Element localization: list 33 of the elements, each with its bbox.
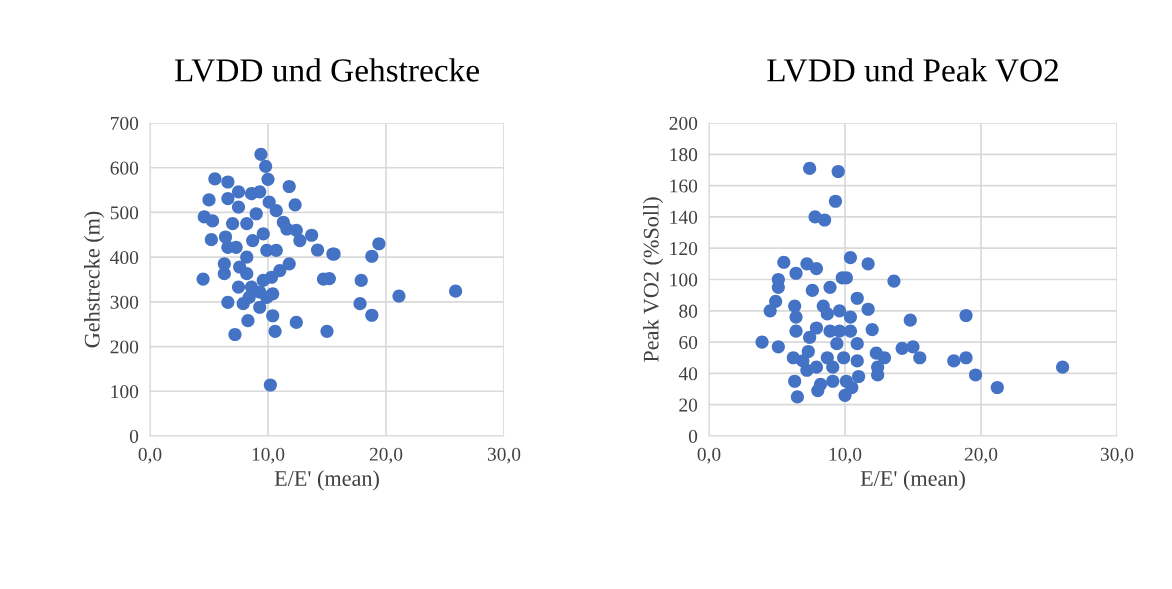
chart-title: LVDD und Gehstrecke (174, 58, 479, 82)
y-axis-title: Gehstrecke (m) (84, 211, 105, 348)
y-tick-label: 80 (679, 304, 698, 318)
y-tick-label: 40 (678, 367, 698, 381)
x-tick-label: 20,0 (964, 447, 998, 464)
x-axis-title: E/E' (mean) (274, 470, 379, 491)
y-tick-label: 160 (670, 179, 698, 193)
y-tick-label: 200 (669, 116, 698, 130)
x-tick-label: 10,0 (252, 447, 285, 464)
x-tick-label: 0,0 (138, 447, 162, 464)
chart-title: LVDD und Peak VO2 (767, 58, 1058, 82)
y-tick-label: 120 (670, 242, 698, 256)
y-tick-label: 20 (679, 398, 698, 412)
y-tick-label: 60 (679, 335, 698, 350)
y-tick-label: 300 (110, 295, 139, 309)
y-tick-label: 500 (110, 206, 139, 220)
y-tick-label: 200 (110, 340, 139, 354)
y-tick-label: 600 (110, 161, 139, 175)
y-tick-label: 0 (688, 429, 698, 443)
y-axis-title: Peak VO2 (%Soll) (643, 197, 664, 362)
x-tick-label: 20,0 (369, 447, 403, 464)
x-axis-title: E/E' (mean) (860, 470, 965, 491)
y-tick-label: 180 (670, 148, 698, 162)
y-tick-label: 100 (670, 273, 698, 287)
y-tick-label: 140 (670, 210, 698, 224)
y-tick-label: 100 (111, 385, 139, 399)
y-tick-label: 700 (111, 116, 139, 130)
x-tick-label: 30,0 (1100, 447, 1134, 464)
x-tick-label: 30,0 (487, 447, 521, 464)
x-tick-label: 10,0 (829, 447, 862, 464)
y-tick-label: 400 (110, 250, 139, 265)
x-tick-label: 0,0 (697, 447, 721, 464)
y-tick-label: 0 (129, 429, 139, 443)
